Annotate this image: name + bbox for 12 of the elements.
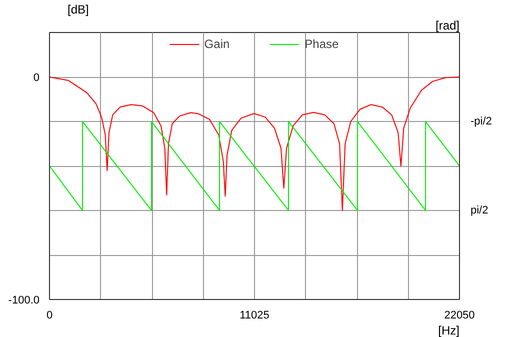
legend-label: Phase xyxy=(304,37,339,51)
line-series xyxy=(50,76,460,211)
y2-tick-label: pi/2 xyxy=(470,204,488,217)
x-tick-label: 0 xyxy=(46,310,53,322)
y-tick-label: -100.0 xyxy=(8,294,40,306)
legend-label: Gain xyxy=(204,37,230,51)
y-axis-title: [dB] xyxy=(68,2,89,16)
x-axis-title: [Hz] xyxy=(438,324,460,337)
x-tick-label: 11025 xyxy=(240,310,270,322)
y2-axis-title: [rad] xyxy=(435,18,460,32)
x-tick-label: 22050 xyxy=(444,310,475,322)
y2-tick-label: -pi/2 xyxy=(470,115,492,128)
